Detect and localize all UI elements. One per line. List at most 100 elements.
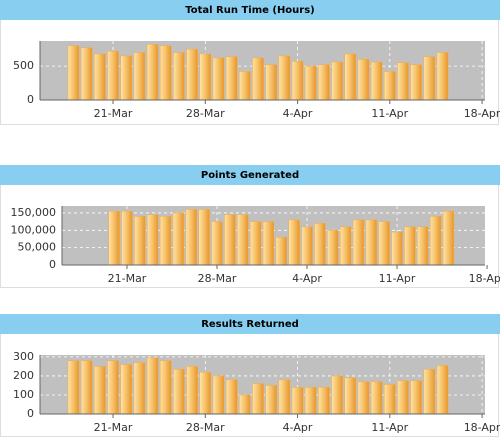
x-tick-label: 4-Apr xyxy=(283,107,313,120)
y-tick-label: 0 xyxy=(49,258,56,271)
bar xyxy=(291,387,304,415)
bar xyxy=(80,360,93,415)
bar xyxy=(67,360,80,415)
bar xyxy=(429,216,442,266)
bar xyxy=(423,56,436,101)
bar xyxy=(80,47,93,101)
bar xyxy=(173,52,185,101)
x-tick-label: 11-Apr xyxy=(371,421,408,434)
bar xyxy=(318,64,330,101)
y-tick-label: 100 xyxy=(13,388,34,401)
bar xyxy=(397,62,409,101)
bar xyxy=(211,221,223,266)
bar xyxy=(108,210,120,266)
x-tick-label: 18-Apr xyxy=(464,421,500,434)
bar xyxy=(265,385,277,415)
bar xyxy=(357,59,370,101)
x-tick-label: 28-Mar xyxy=(186,107,225,120)
bar xyxy=(186,366,198,415)
bar xyxy=(94,53,106,101)
bar xyxy=(172,212,185,266)
y-tick-label: 0 xyxy=(27,407,34,420)
bar xyxy=(357,381,370,415)
bar xyxy=(304,65,317,101)
bar xyxy=(384,384,396,415)
x-tick-label: 21-Mar xyxy=(94,421,133,434)
bar xyxy=(370,61,383,101)
bar xyxy=(120,364,133,415)
y-tick-label: 100,000 xyxy=(11,223,57,236)
bar xyxy=(199,53,212,101)
bar xyxy=(278,379,291,415)
bar xyxy=(159,45,172,101)
bar xyxy=(159,360,172,415)
bar xyxy=(423,369,436,415)
bar xyxy=(225,379,238,415)
bar xyxy=(121,210,133,266)
y-tick-label: 300 xyxy=(13,350,34,363)
x-tick-label: 11-Apr xyxy=(379,272,416,285)
bar xyxy=(262,221,275,266)
bar xyxy=(134,216,146,266)
bar xyxy=(410,380,422,415)
x-tick-label: 11-Apr xyxy=(371,107,408,120)
bar xyxy=(410,64,422,101)
y-tick-label: 500 xyxy=(13,59,34,72)
bar xyxy=(252,57,264,101)
bar xyxy=(239,394,251,415)
y-tick-label: 0 xyxy=(27,93,34,106)
bar xyxy=(120,55,133,101)
bar xyxy=(265,64,277,101)
bar xyxy=(94,366,106,415)
bar xyxy=(288,219,300,266)
bar xyxy=(370,381,383,415)
panel-header xyxy=(0,314,500,334)
bar xyxy=(133,52,146,101)
bar xyxy=(67,45,80,101)
panel-title: Results Returned xyxy=(201,319,299,330)
bar xyxy=(304,387,317,415)
bar xyxy=(252,383,264,415)
panel-title: Total Run Time (Hours) xyxy=(185,5,315,16)
bar xyxy=(352,219,365,266)
bar xyxy=(146,44,159,101)
bar xyxy=(275,236,287,266)
bar xyxy=(339,226,352,266)
bar xyxy=(318,387,330,415)
bar xyxy=(185,209,197,266)
x-tick-label: 18-Apr xyxy=(464,107,500,120)
bar xyxy=(378,221,390,266)
bar xyxy=(384,71,396,101)
bar xyxy=(147,214,159,266)
bar xyxy=(278,55,291,101)
bar xyxy=(133,362,146,415)
bar xyxy=(397,380,409,415)
bar xyxy=(199,371,212,415)
bar xyxy=(331,375,343,415)
bar xyxy=(186,48,198,101)
bar xyxy=(365,219,377,266)
bar xyxy=(212,57,225,101)
bar xyxy=(404,226,416,266)
bar xyxy=(237,214,249,266)
bar xyxy=(146,357,159,415)
bar xyxy=(344,377,357,415)
bar xyxy=(173,369,185,415)
bar xyxy=(331,61,343,101)
x-tick-label: 21-Mar xyxy=(108,272,147,285)
bar xyxy=(107,360,119,415)
bar xyxy=(327,230,339,266)
x-tick-label: 18-Apr xyxy=(469,272,500,285)
x-tick-label: 21-Mar xyxy=(94,107,133,120)
bar xyxy=(291,61,304,101)
panel-header xyxy=(0,165,500,185)
y-tick-label: 200 xyxy=(13,369,34,382)
bar xyxy=(224,214,236,266)
x-tick-label: 28-Mar xyxy=(198,272,237,285)
bar xyxy=(107,50,119,101)
bar xyxy=(212,375,225,415)
bar xyxy=(436,365,449,415)
x-tick-label: 4-Apr xyxy=(283,421,313,434)
panel-header xyxy=(0,0,500,20)
